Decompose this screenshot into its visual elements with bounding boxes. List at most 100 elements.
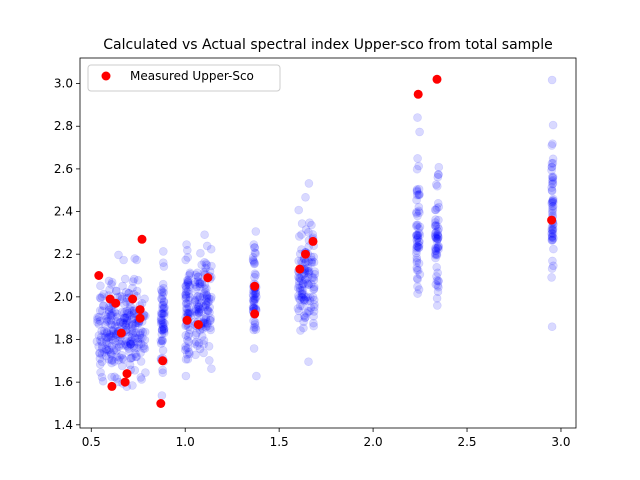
calculated-point (135, 328, 145, 338)
calculated-point (412, 234, 422, 243)
calculated-point (181, 345, 190, 355)
calculated-point (182, 350, 192, 359)
calculated-point (159, 304, 168, 314)
calculated-point (106, 316, 116, 325)
calculated-point (547, 186, 557, 195)
calculated-point (201, 263, 210, 273)
calculated-point (198, 301, 208, 311)
calculated-point (107, 326, 116, 336)
calculated-point (122, 313, 131, 322)
calculated-point (95, 306, 105, 315)
calculated-point (431, 233, 441, 243)
calculated-point (157, 309, 167, 319)
calculated-point (104, 354, 114, 364)
calculated-point (194, 306, 203, 315)
calculated-point (199, 348, 208, 358)
calculated-point (200, 230, 209, 239)
calculated-point (94, 331, 104, 340)
x-tick-label: 2.0 (364, 435, 383, 449)
calculated-point (299, 311, 309, 321)
calculated-point (547, 235, 557, 245)
calculated-point (297, 290, 307, 299)
calculated-point (158, 309, 167, 319)
calculated-point (159, 318, 168, 327)
calculated-point (136, 326, 146, 336)
calculated-point (412, 231, 421, 240)
calculated-point (157, 294, 167, 304)
calculated-point (158, 336, 167, 346)
calculated-point (307, 258, 317, 268)
calculated-point (97, 332, 106, 342)
calculated-point (112, 352, 121, 361)
calculated-point (433, 287, 443, 297)
calculated-point (415, 270, 425, 279)
calculated-point (250, 243, 259, 252)
calculated-point (97, 349, 107, 359)
calculated-point (414, 190, 423, 199)
calculated-point (207, 292, 216, 302)
calculated-point (95, 293, 105, 303)
calculated-point (185, 349, 194, 359)
calculated-point (158, 279, 168, 289)
calculated-point (310, 269, 320, 279)
calculated-point (191, 304, 201, 314)
calculated-point (547, 75, 557, 85)
calculated-point (159, 311, 169, 320)
calculated-point (99, 301, 108, 310)
calculated-point (547, 233, 557, 242)
measured-point-18 (295, 264, 305, 274)
calculated-point (412, 263, 422, 273)
calculated-point (295, 273, 304, 283)
calculated-point (293, 283, 303, 293)
calculated-point (94, 319, 104, 329)
calculated-point (182, 298, 191, 308)
calculated-point (432, 301, 442, 310)
calculated-point (112, 309, 122, 319)
calculated-point (158, 320, 167, 329)
calculated-point (157, 315, 167, 325)
calculated-point (136, 348, 145, 358)
calculated-point (157, 329, 167, 339)
calculated-point (199, 340, 208, 349)
calculated-point (248, 290, 258, 300)
calculated-point (184, 303, 194, 312)
calculated-point (415, 190, 424, 199)
calculated-point (297, 286, 307, 295)
calculated-point (111, 317, 121, 327)
calculated-point (159, 303, 169, 312)
calculated-point (181, 299, 191, 309)
calculated-point (200, 284, 209, 294)
y-tick-label: 2.8 (54, 119, 73, 133)
calculated-point (204, 306, 213, 316)
calculated-point (251, 270, 260, 280)
calculated-point (194, 295, 203, 305)
calculated-point (157, 326, 167, 335)
calculated-point (308, 273, 317, 282)
calculated-point (206, 313, 215, 323)
calculated-band-0 (92, 250, 150, 392)
calculated-point (124, 331, 134, 341)
calculated-point (185, 292, 195, 302)
calculated-point (547, 197, 557, 206)
calculated-point (194, 303, 203, 312)
calculated-point (112, 312, 121, 322)
calculated-point (412, 273, 422, 283)
calculated-point (304, 280, 314, 290)
calculated-point (116, 317, 125, 327)
calculated-point (132, 352, 141, 361)
calculated-point (195, 279, 204, 289)
calculated-band-7 (430, 162, 444, 310)
calculated-point (248, 295, 258, 305)
calculated-point (124, 309, 133, 318)
calculated-point (431, 280, 441, 289)
calculated-point (158, 291, 167, 301)
calculated-point (130, 365, 140, 375)
calculated-point (122, 313, 132, 322)
calculated-point (134, 340, 144, 350)
calculated-point (547, 322, 557, 332)
calculated-point (158, 300, 167, 310)
calculated-point (128, 353, 137, 362)
calculated-point (159, 262, 169, 271)
calculated-point (201, 300, 211, 309)
calculated-point (204, 341, 214, 351)
